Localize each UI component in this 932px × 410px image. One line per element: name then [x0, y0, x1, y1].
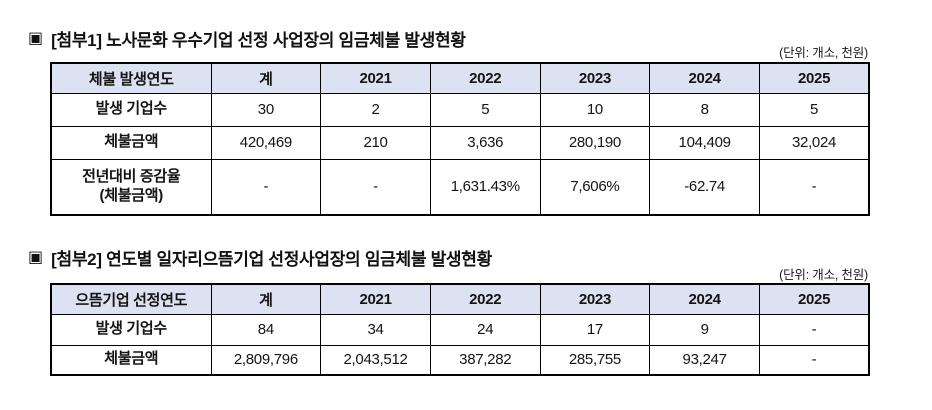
- value-cell: 2: [320, 92, 431, 127]
- attachment1-unit-note: (단위: 개소, 천원): [779, 46, 868, 60]
- value-cell: 3,636: [429, 125, 541, 160]
- value-cell: 104,409: [649, 125, 760, 160]
- wage-arrears-table-1: 체불 발생연도 계 2021 2022 2023 2024 2025 발생 기업수 30 2 5 10…: [50, 62, 871, 216]
- row-label: 발생 기업수: [50, 313, 212, 346]
- value-cell: 5: [758, 92, 870, 127]
- value-cell: -: [758, 158, 870, 216]
- value-cell: 1,631.43%: [429, 158, 541, 216]
- value-cell: 34: [320, 313, 431, 346]
- value-cell: 17: [539, 313, 651, 346]
- year-column-header: 2024: [649, 283, 760, 315]
- year-column-header: 2025: [758, 283, 870, 315]
- table-row: 발생 기업수 30 2 5 10 8 5: [50, 92, 870, 127]
- value-cell: 280,190: [539, 125, 651, 160]
- year-column-header: 2022: [429, 62, 541, 94]
- year-column-header: 2022: [429, 283, 541, 315]
- value-cell: -62.74: [649, 158, 760, 216]
- attachment2-table-mount: 으뜸기업 선정연도 계 2021 2022 2023 2024 2025 발생 기업수 84 34…: [50, 283, 871, 376]
- value-cell: 30: [210, 92, 322, 127]
- value-cell: 5: [429, 92, 541, 127]
- attachment1-table-mount: 체불 발생연도 계 2021 2022 2023 2024 2025 발생 기업수 30 2 5 10…: [50, 62, 871, 216]
- table-row: 체불금액 420,469 210 3,636 280,190 104,409 32,024: [50, 125, 870, 160]
- value-cell: -: [758, 344, 870, 376]
- row-label: 체불금액: [50, 125, 212, 160]
- value-cell: 9: [649, 313, 760, 346]
- value-cell: 24: [429, 313, 541, 346]
- value-cell: -: [320, 158, 431, 216]
- attachment1-title-row: ▣ [첨부1] 노사문화 우수기업 선정 사업장의 임금체불 발생현황: [28, 26, 466, 51]
- wage-arrears-table-2: 으뜸기업 선정연도 계 2021 2022 2023 2024 2025 발생 기업수 84 34…: [50, 283, 871, 376]
- value-cell: 84: [210, 313, 322, 346]
- square-bullet-icon: ▣: [28, 29, 44, 47]
- value-cell: -: [758, 313, 870, 346]
- year-column-header: 계: [210, 62, 322, 94]
- value-cell: 2,809,796: [210, 344, 322, 376]
- table-row: 전년대비 증감율 (체불금액) - -1,631.43% 7,606% -62.74-: [50, 158, 870, 216]
- attachment2-title: [첨부2] 연도별 일자리으뜸기업 선정사업장의 임금체불 발생현황: [51, 250, 492, 269]
- header-row: 으뜸기업 선정연도 계 2021 2022 2023 2024 2025: [50, 283, 870, 315]
- value-cell: 285,755: [539, 344, 651, 376]
- attachment1-title: [첨부1] 노사문화 우수기업 선정 사업장의 임금체불 발생현황: [51, 31, 466, 50]
- year-column-header: 2021: [320, 283, 431, 315]
- row-label: 발생 기업수: [50, 92, 212, 127]
- value-cell: 2,043,512: [320, 344, 431, 376]
- year-column-header: 2025: [758, 62, 870, 94]
- value-cell: -: [210, 158, 322, 216]
- value-cell: 387,282: [429, 344, 541, 376]
- year-column-header: 2021: [320, 62, 431, 94]
- year-column-header: 계: [210, 283, 322, 315]
- value-cell: 210: [320, 125, 431, 160]
- label-column-header: 체불 발생연도: [50, 62, 212, 94]
- row-label: 체불금액: [50, 344, 212, 376]
- header-row: 체불 발생연도 계 2021 2022 2023 2024 2025: [50, 62, 870, 94]
- value-cell: 420,469: [210, 125, 322, 160]
- attachment2-title-row: ▣ [첨부2] 연도별 일자리으뜸기업 선정사업장의 임금체불 발생현황: [28, 245, 492, 270]
- value-cell: 10: [539, 92, 651, 127]
- value-cell: 93,247: [649, 344, 760, 376]
- attachment2-unit-note: (단위: 개소, 천원): [779, 268, 868, 282]
- table-row: 발생 기업수 84 34 24 17 9-: [50, 313, 870, 346]
- value-cell: 8: [649, 92, 760, 127]
- square-bullet-icon: ▣: [28, 248, 44, 266]
- year-column-header: 2023: [539, 62, 651, 94]
- year-column-header: 2024: [649, 62, 760, 94]
- value-cell: 7,606%: [539, 158, 651, 216]
- year-column-header: 2023: [539, 283, 651, 315]
- value-cell: 32,024: [758, 125, 870, 160]
- row-label: 전년대비 증감율 (체불금액): [50, 158, 212, 216]
- table-row: 체불금액 2,809,796 2,043,512 387,282 285,755 93,2…: [50, 344, 870, 376]
- label-column-header: 으뜸기업 선정연도: [50, 283, 212, 315]
